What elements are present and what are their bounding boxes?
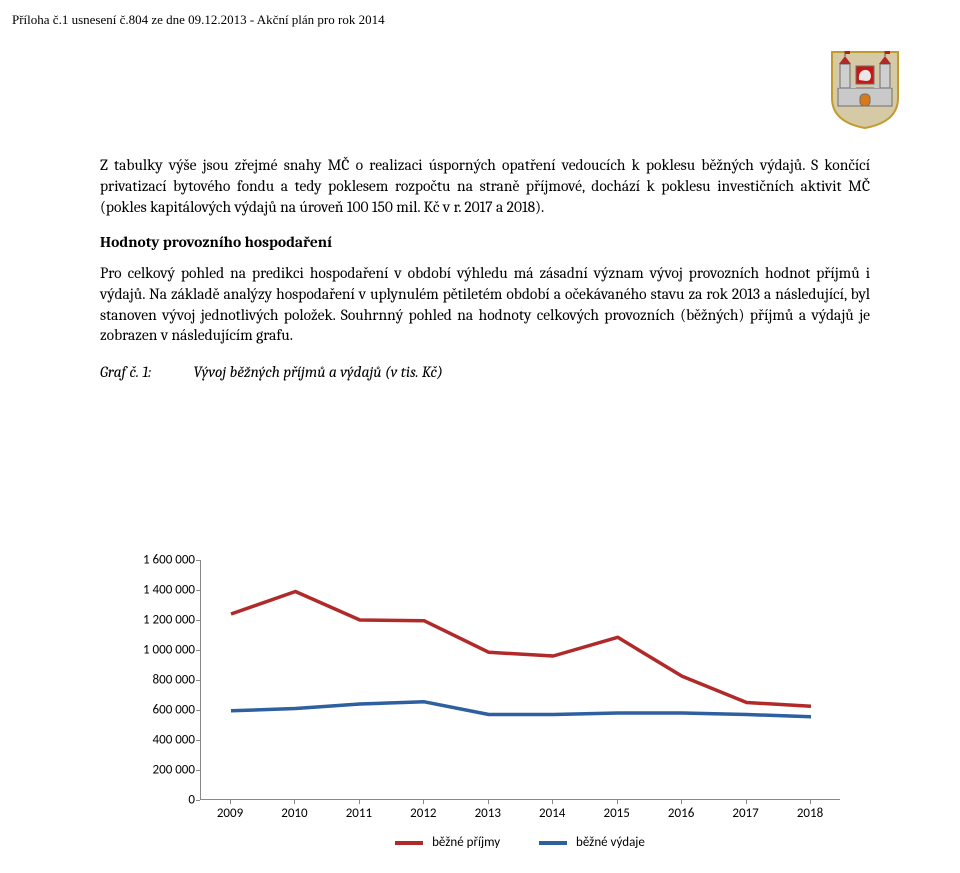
legend-item-prijmy: běžné příjmy xyxy=(395,835,500,850)
y-tick-label: 200 000 xyxy=(120,763,195,778)
x-tick-label: 2011 xyxy=(346,806,372,821)
line-chart: 0 200 000 400 000 600 000 800 000 1 000 000 1 … xyxy=(120,560,860,860)
x-tick-label: 2018 xyxy=(797,806,823,821)
coat-of-arms xyxy=(830,50,900,130)
y-tick-label: 1 400 000 xyxy=(120,583,195,598)
paragraph-1: Z tabulky výše jsou zřejmé snahy MČ o re… xyxy=(100,155,870,218)
series-line xyxy=(231,702,811,717)
body-content: Z tabulky výše jsou zřejmé snahy MČ o re… xyxy=(100,155,870,391)
paragraph-2: Pro celkový pohled na predikci hospodaře… xyxy=(100,263,870,347)
x-tick-label: 2016 xyxy=(668,806,694,821)
legend-item-vydaje: běžné výdaje xyxy=(539,835,645,850)
legend-label: běžné výdaje xyxy=(576,835,645,850)
caption-label: Graf č. 1: xyxy=(100,362,190,383)
x-tick-label: 2014 xyxy=(539,806,565,821)
series-line xyxy=(231,592,811,707)
x-tick-label: 2009 xyxy=(217,806,243,821)
y-tick-label: 1 600 000 xyxy=(120,553,195,568)
x-tick-label: 2013 xyxy=(475,806,501,821)
y-tick-label: 1 000 000 xyxy=(120,643,195,658)
caption-text: Vývoj běžných příjmů a výdajů (v tis. Kč… xyxy=(193,363,443,381)
y-tick-label: 0 xyxy=(120,793,195,808)
chart-caption: Graf č. 1: Vývoj běžných příjmů a výdajů… xyxy=(100,362,870,383)
x-tick-label: 2015 xyxy=(603,806,629,821)
x-tick-label: 2010 xyxy=(281,806,307,821)
chart-legend: běžné příjmy běžné výdaje xyxy=(200,835,840,850)
x-tick-label: 2012 xyxy=(410,806,436,821)
x-tick-label: 2017 xyxy=(732,806,758,821)
legend-swatch xyxy=(539,841,567,845)
chart-plot-area xyxy=(200,560,840,800)
y-tick-label: 1 200 000 xyxy=(120,613,195,628)
page-header: Příloha č.1 usnesení č.804 ze dne 09.12.… xyxy=(12,12,385,28)
legend-label: běžné příjmy xyxy=(432,835,500,850)
y-tick-label: 400 000 xyxy=(120,733,195,748)
legend-swatch xyxy=(395,841,423,845)
y-tick-label: 800 000 xyxy=(120,673,195,688)
subheading: Hodnoty provozního hospodaření xyxy=(100,232,870,253)
y-tick-label: 600 000 xyxy=(120,703,195,718)
